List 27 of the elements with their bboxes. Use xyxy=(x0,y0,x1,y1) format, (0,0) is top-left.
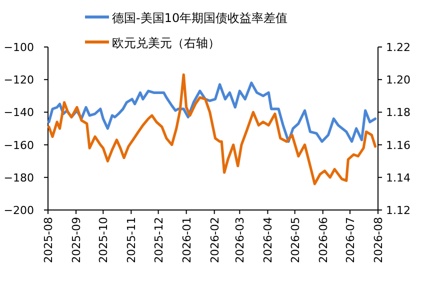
y2-tick-label: 1.22 xyxy=(386,41,410,54)
y2-tick-label: 1.16 xyxy=(386,138,410,152)
y-tick-label: −200 xyxy=(4,204,34,217)
x-tick-label: 2025-08 xyxy=(42,217,55,263)
x-tick-label: 2026-07 xyxy=(344,217,357,263)
x-tick-label: 2025-11 xyxy=(125,217,138,263)
x-tick-label: 2025-12 xyxy=(152,217,166,263)
y-tick-label: −160 xyxy=(4,138,34,152)
y-tick-label: −180 xyxy=(4,171,34,184)
x-tick-label: 2026-08 xyxy=(372,217,385,263)
x-tick-label: 2026-06 xyxy=(316,217,330,263)
y2-tick-label: 1.20 xyxy=(386,74,410,87)
y-tick-label: −100 xyxy=(4,41,34,54)
y-tick-label: −140 xyxy=(4,106,34,120)
y2-tick-label: 1.18 xyxy=(386,106,410,120)
x-tick-label: 2026-01 xyxy=(180,217,194,263)
x-tick-label: 2025-09 xyxy=(70,217,84,263)
legend-label: 德国-美国10年期国债收益率差值 xyxy=(112,11,288,25)
y-tick-label: −120 xyxy=(4,74,34,87)
y2-tick-label: 1.14 xyxy=(386,171,410,184)
x-tick-label: 2025-10 xyxy=(97,217,110,263)
y2-tick-label: 1.12 xyxy=(386,204,410,217)
x-tick-label: 2026-02 xyxy=(208,217,222,263)
x-tick-label: 2026-03 xyxy=(234,217,247,263)
x-tick-label: 2026-05 xyxy=(288,217,302,263)
x-tick-label: 2026-04 xyxy=(262,217,275,263)
legend-label: 欧元兑美元（右轴） xyxy=(112,36,220,50)
